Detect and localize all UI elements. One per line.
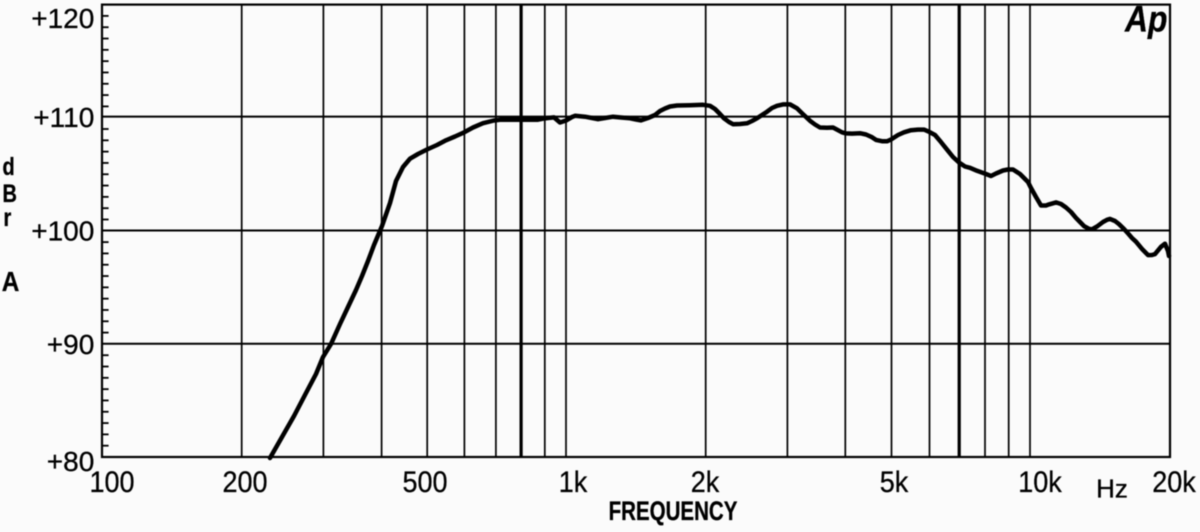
svg-text:200: 200 <box>222 466 267 500</box>
svg-text:FREQUENCY: FREQUENCY <box>609 496 738 526</box>
svg-text:+80: +80 <box>47 446 95 477</box>
svg-text:+100: +100 <box>31 216 94 247</box>
svg-text:500: 500 <box>402 466 447 500</box>
svg-text:d: d <box>3 153 15 181</box>
svg-text:+90: +90 <box>47 329 95 360</box>
svg-text:10k: 10k <box>1018 466 1062 500</box>
svg-text:5k: 5k <box>880 466 909 500</box>
svg-text:20k: 20k <box>1152 466 1196 500</box>
svg-text:+110: +110 <box>33 102 94 133</box>
svg-text:+120: +120 <box>31 3 94 34</box>
svg-text:100: 100 <box>89 466 134 500</box>
svg-text:Hz: Hz <box>1096 474 1128 504</box>
svg-text:B: B <box>3 180 17 208</box>
svg-text:r: r <box>4 204 12 232</box>
svg-text:A: A <box>2 265 20 297</box>
svg-text:Ap: Ap <box>1124 0 1167 40</box>
svg-text:2k: 2k <box>691 466 720 500</box>
svg-text:1k: 1k <box>559 466 588 500</box>
